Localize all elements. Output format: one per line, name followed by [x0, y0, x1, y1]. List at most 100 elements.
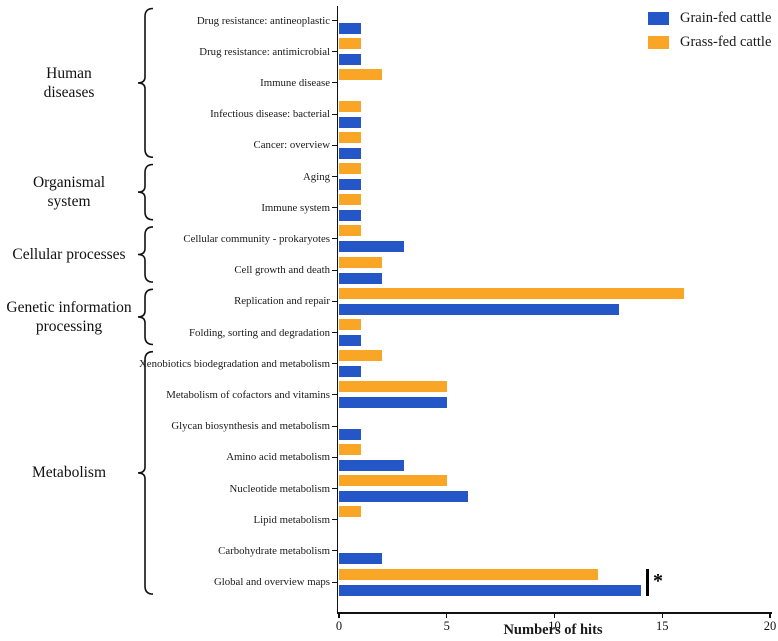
y-axis-tick	[331, 113, 337, 115]
bar-grass-fed	[339, 287, 684, 299]
x-axis-line	[336, 612, 772, 614]
x-axis-tick	[661, 613, 663, 618]
bar-grass-fed	[339, 69, 383, 81]
bar-grain-fed	[339, 147, 361, 159]
y-axis-tick	[331, 456, 337, 458]
bar-grain-fed	[339, 584, 641, 596]
group-brace	[137, 350, 154, 595]
group-label: Genetic information processing	[6, 298, 132, 335]
x-axis-tick-label: 15	[656, 619, 669, 633]
category-label: Immune system	[261, 201, 330, 214]
group-brace	[137, 163, 154, 221]
y-axis-tick	[331, 519, 337, 521]
category-label: Metabolism of cofactors and vitamins	[166, 388, 330, 401]
x-axis-title: Numbers of hits	[503, 622, 603, 638]
x-axis-tick-label: 20	[763, 619, 777, 633]
category-label: Glycan biosynthesis and metabolism	[171, 420, 330, 433]
x-axis-tick-label: 10	[548, 619, 561, 633]
y-axis-tick	[331, 82, 337, 84]
bar-grass-fed	[339, 568, 598, 580]
bar-grass-fed	[339, 194, 361, 206]
category-label: Cancer: overview	[253, 139, 330, 152]
bar-grain-fed	[339, 179, 361, 190]
x-axis-tick	[769, 613, 771, 618]
bar-grass-fed	[339, 350, 383, 362]
x-axis-tick	[553, 613, 556, 618]
bar-grass-fed	[339, 131, 361, 143]
category-label: Amino acid metabolism	[226, 451, 330, 464]
bar-grain-fed	[339, 116, 361, 128]
y-axis-tick	[331, 51, 337, 53]
bar-grain-fed	[339, 241, 404, 253]
significance-asterisk: *	[653, 570, 663, 593]
y-axis-tick	[331, 363, 337, 365]
x-axis-tick-label: 0	[335, 619, 343, 633]
y-axis-tick	[331, 394, 337, 396]
legend-item-grass-fed: Grass-fed cattle	[648, 32, 771, 52]
category-label: Carbohydrate metabolism	[218, 544, 330, 557]
y-axis-line	[336, 6, 338, 613]
significance-bracket-line	[646, 568, 649, 596]
bar-grain-fed	[339, 210, 361, 222]
bar-grain-fed	[339, 54, 361, 66]
bar-grass-fed	[339, 256, 383, 268]
category-label: Global and overview maps	[213, 576, 330, 589]
y-axis-tick	[331, 144, 337, 146]
y-axis-tick	[331, 331, 337, 334]
category-label: Cell growth and death	[234, 264, 330, 277]
y-axis-tick	[331, 550, 337, 552]
bar-grain-fed	[339, 491, 469, 502]
bar-grass-fed	[339, 443, 361, 455]
group-label: Organismal system	[32, 174, 106, 211]
group-brace	[137, 7, 154, 159]
y-axis-tick	[331, 581, 337, 583]
category-label: Immune disease	[260, 76, 330, 89]
legend-item-grain-fed: Grain-fed cattle	[648, 8, 771, 28]
category-label: Xenobiotics biodegradation and metabolis…	[138, 357, 330, 370]
x-axis-tick	[446, 613, 448, 618]
group-label: Metabolism	[31, 464, 107, 482]
bar-grass-fed	[339, 225, 361, 237]
bar-grass-fed	[339, 475, 447, 486]
y-axis-tick	[331, 300, 337, 302]
y-axis-tick	[331, 487, 337, 490]
bar-grain-fed	[339, 303, 620, 315]
bar-grain-fed	[339, 272, 383, 284]
category-label: Nucleotide metabolism	[229, 482, 330, 495]
bar-grain-fed	[339, 335, 361, 346]
category-label: Cellular community - prokaryotes	[183, 232, 330, 245]
legend: Grain-fed cattle Grass-fed cattle	[648, 8, 771, 56]
bar-grain-fed	[339, 428, 361, 440]
y-axis-tick	[331, 238, 337, 240]
bar-grain-fed	[339, 397, 447, 409]
bar-grain-fed	[339, 459, 404, 471]
bar-grain-fed	[339, 553, 383, 565]
bar-grass-fed	[339, 100, 361, 112]
legend-label-grain-fed: Grain-fed cattle	[680, 9, 772, 26]
bar-grass-fed	[339, 506, 361, 518]
bar-grass-fed	[339, 381, 447, 393]
y-axis-tick	[331, 269, 337, 271]
bar-grass-fed	[339, 38, 361, 50]
bar-grain-fed	[339, 23, 361, 34]
category-label: Replication and repair	[234, 295, 330, 308]
grass-fed-color-swatch	[648, 35, 669, 49]
category-label: Drug resistance: antimicrobial	[199, 45, 330, 58]
group-label: Human diseases	[43, 64, 95, 101]
legend-label-grass-fed: Grass-fed cattle	[680, 33, 772, 50]
bar-grain-fed	[339, 366, 361, 378]
y-axis-tick	[331, 207, 337, 209]
group-brace	[137, 226, 154, 283]
grain-fed-color-swatch	[648, 11, 669, 25]
y-axis-tick	[331, 425, 337, 427]
category-label: Aging	[303, 170, 330, 183]
category-label: Lipid metabolism	[253, 513, 330, 526]
bar-grass-fed	[339, 163, 361, 174]
category-label: Drug resistance: antineoplastic	[196, 14, 330, 27]
group-brace	[137, 288, 154, 346]
x-axis-tick	[338, 613, 340, 618]
x-axis-tick-label: 5	[443, 619, 450, 633]
y-axis-tick	[331, 175, 337, 178]
